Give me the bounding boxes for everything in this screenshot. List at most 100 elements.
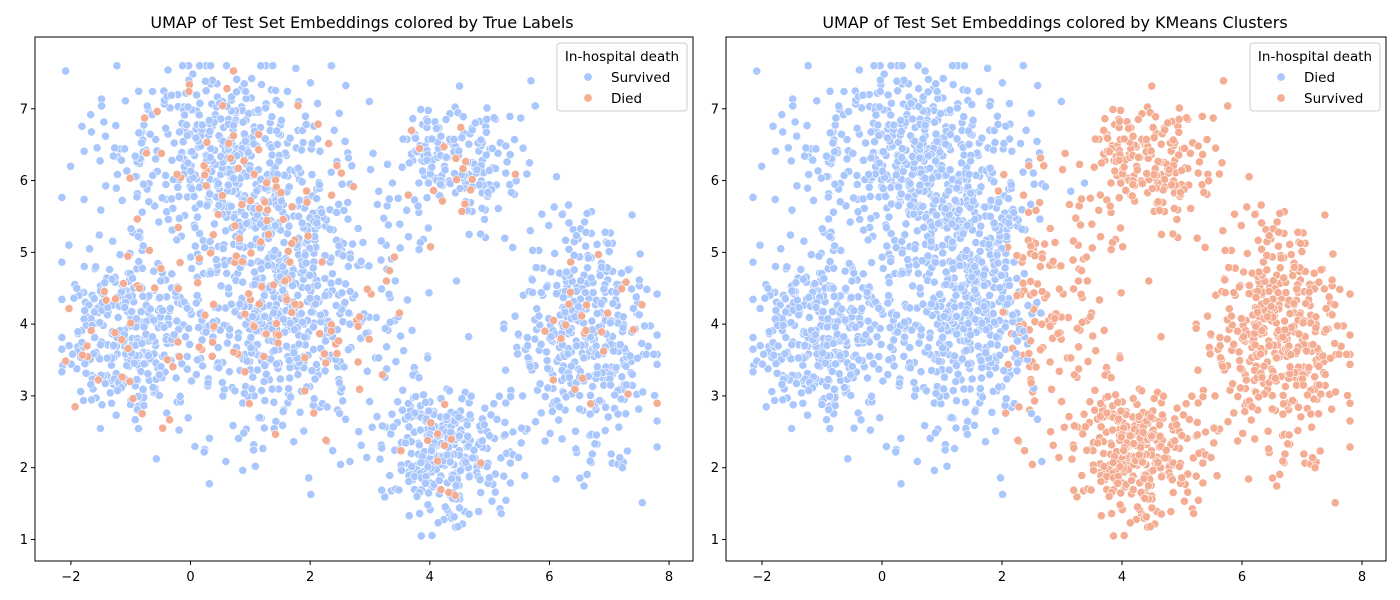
left-scatter-point	[586, 399, 596, 409]
left-scatter-point	[231, 251, 241, 261]
left-scatter-point	[269, 397, 279, 407]
right-scatter-point	[927, 366, 936, 375]
left-scatter-point	[194, 110, 204, 120]
right-scatter-point	[798, 398, 808, 408]
left-scatter-point	[187, 376, 196, 386]
left-scatter-point	[100, 278, 110, 288]
right-scatter-point	[1055, 284, 1064, 294]
left-scatter-point	[565, 372, 574, 382]
left-scatter-point	[190, 241, 200, 251]
right-scatter-point	[1096, 232, 1105, 242]
right-scatter-point	[748, 367, 758, 377]
left-scatter-point	[122, 166, 132, 176]
right-scatter-point	[952, 311, 961, 321]
left-scatter-point	[137, 138, 146, 148]
right-scatter-point	[859, 225, 868, 235]
right-scatter-point	[1037, 253, 1047, 263]
left-scatter-point	[579, 353, 589, 363]
left-scatter-point	[627, 284, 636, 294]
right-scatter-point	[864, 182, 874, 192]
left-scatter-point	[383, 159, 392, 169]
left-scatter-point	[270, 245, 280, 255]
left-scatter-point	[173, 222, 183, 232]
right-scatter-point	[1308, 453, 1317, 463]
left-scatter-point	[466, 391, 476, 401]
right-scatter-point	[950, 302, 960, 312]
left-scatter-point	[341, 414, 350, 424]
right-scatter-point	[908, 151, 917, 161]
right-scatter-point	[1174, 127, 1184, 137]
right-scatter-point	[1175, 103, 1184, 113]
right-scatter-point	[915, 283, 925, 293]
right-scatter-point	[831, 113, 841, 123]
left-scatter-point	[171, 373, 181, 383]
right-scatter-point	[873, 120, 883, 130]
right-scatter-point	[1099, 462, 1109, 471]
left-scatter-point	[144, 245, 154, 255]
right-scatter-point	[874, 303, 884, 313]
right-scatter-point	[1146, 146, 1156, 156]
left-scatter-point	[562, 267, 571, 277]
left-scatter-point	[256, 237, 266, 247]
left-scatter-point	[304, 473, 314, 483]
left-scatter-point	[57, 367, 67, 377]
left-legend-marker-1	[583, 93, 593, 103]
right-scatter-point	[1001, 121, 1011, 131]
right-scatter-point	[1168, 488, 1178, 497]
right-scatter-point	[771, 305, 781, 315]
left-scatter-point	[192, 291, 202, 300]
right-scatter-point	[846, 391, 856, 400]
right-scatter-point	[931, 129, 941, 139]
right-scatter-point	[1129, 439, 1139, 448]
right-scatter-point	[913, 457, 922, 466]
left-scatter-point	[303, 231, 313, 241]
right-scatter-point	[1108, 458, 1118, 467]
left-scatter-point	[424, 406, 434, 416]
left-scatter-point	[423, 116, 432, 126]
left-scatter-point	[302, 186, 311, 196]
left-scatter-point	[57, 257, 67, 267]
left-scatter-point	[204, 433, 214, 443]
right-scatter-point	[1146, 412, 1156, 422]
left-scatter-point	[276, 188, 286, 197]
right-scatter-point	[1281, 288, 1291, 297]
right-scatter-point	[897, 152, 907, 162]
right-scatter-point	[975, 384, 985, 393]
left-scatter-point	[454, 412, 464, 422]
left-scatter-point	[628, 304, 638, 313]
left-scatter-point	[211, 255, 221, 265]
right-scatter-point	[1172, 214, 1182, 224]
right-scatter-point	[939, 384, 948, 394]
left-scatter-point	[239, 129, 249, 139]
left-scatter-point	[416, 531, 426, 541]
right-scatter-point	[1012, 251, 1022, 260]
left-scatter-point	[213, 343, 223, 352]
right-scatter-point	[811, 330, 820, 340]
left-scatter-point	[445, 386, 454, 396]
right-scatter-point	[930, 465, 939, 475]
left-scatter-point	[233, 333, 243, 343]
right-scatter-point	[1241, 375, 1251, 385]
left-scatter-point	[569, 265, 579, 275]
left-scatter-point	[108, 236, 118, 246]
right-scatter-point	[1019, 269, 1029, 279]
left-scatter-point	[527, 275, 537, 285]
right-scatter-point	[1077, 194, 1086, 204]
right-scatter-point	[1193, 365, 1203, 375]
left-scatter-point	[510, 311, 520, 321]
right-scatter-point	[977, 257, 987, 267]
left-scatter-point	[125, 173, 135, 183]
right-scatter-point	[1194, 495, 1203, 505]
left-scatter-point	[334, 277, 344, 286]
right-scatter-point	[1094, 205, 1104, 215]
left-scatter-point	[556, 334, 566, 344]
right-scatter-point	[920, 66, 930, 76]
left-scatter-point	[531, 417, 540, 427]
left-scatter-point	[199, 161, 209, 171]
left-scatter-point	[364, 334, 374, 344]
right-scatter-point	[835, 197, 845, 207]
left-scatter-point	[551, 474, 561, 484]
left-scatter-point	[375, 454, 385, 464]
left-scatter-point	[347, 161, 357, 171]
right-scatter-point	[859, 155, 868, 165]
